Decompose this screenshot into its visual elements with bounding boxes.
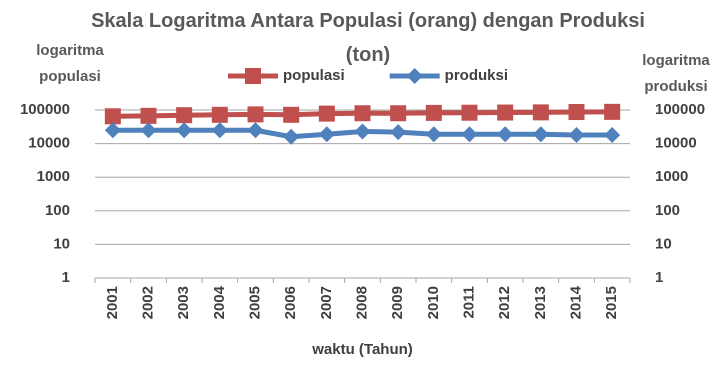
y2-axis-label: logaritma produksi bbox=[642, 52, 710, 95]
data-point bbox=[104, 122, 121, 139]
data-point bbox=[354, 105, 371, 122]
data-point bbox=[461, 104, 478, 121]
y2-tick-label: 10 bbox=[655, 235, 672, 252]
y-tick-label: 100000 bbox=[20, 101, 70, 118]
data-point bbox=[532, 126, 549, 143]
legend-label: produksi bbox=[445, 67, 508, 84]
legend-marker bbox=[245, 68, 261, 84]
data-point bbox=[390, 124, 407, 141]
data-point bbox=[390, 105, 407, 122]
y-axis-label: logaritma populasi bbox=[36, 42, 104, 85]
x-tick-label: 2004 bbox=[211, 285, 228, 319]
x-tick-label: 2013 bbox=[532, 286, 549, 319]
x-tick-label: 2015 bbox=[603, 286, 620, 319]
data-point bbox=[283, 128, 300, 145]
x-tick-label: 2014 bbox=[567, 285, 584, 319]
data-point bbox=[318, 126, 335, 143]
y-tick-label: 10000 bbox=[28, 135, 70, 152]
y-tick-label: 1000 bbox=[37, 168, 70, 185]
data-point bbox=[211, 122, 228, 139]
y2-tick-label: 1 bbox=[655, 269, 663, 286]
data-point bbox=[176, 122, 193, 139]
x-tick-label: 2009 bbox=[389, 286, 406, 319]
x-tick-label: 2011 bbox=[460, 286, 477, 319]
y2-tick-label: 100 bbox=[655, 202, 680, 219]
x-tick-label: 2008 bbox=[353, 286, 370, 319]
x-tick-label: 2003 bbox=[175, 286, 192, 319]
data-point bbox=[104, 108, 121, 125]
data-point bbox=[425, 126, 442, 143]
data-point bbox=[568, 127, 585, 144]
data-point bbox=[425, 104, 442, 121]
chart-title: Skala Logaritma Antara Populasi (orang) … bbox=[91, 10, 645, 66]
data-point bbox=[497, 126, 514, 143]
y2-tick-label: 10000 bbox=[655, 135, 697, 152]
data-point bbox=[604, 103, 621, 120]
data-point bbox=[604, 127, 621, 144]
legend-label: populasi bbox=[283, 67, 345, 84]
data-point bbox=[211, 106, 228, 123]
data-point bbox=[283, 106, 300, 123]
data-point bbox=[247, 122, 264, 139]
x-tick-label: 2007 bbox=[318, 286, 335, 319]
x-axis-label: waktu (Tahun) bbox=[311, 341, 413, 358]
data-point bbox=[497, 104, 514, 121]
y-tick-label: 10 bbox=[53, 235, 70, 252]
x-tick-label: 2001 bbox=[104, 286, 121, 319]
data-point bbox=[461, 126, 478, 143]
y2-tick-label: 1000 bbox=[655, 168, 688, 185]
x-tick-label: 2012 bbox=[496, 286, 513, 319]
x-tick-label: 2010 bbox=[425, 286, 442, 319]
data-point bbox=[318, 105, 335, 122]
y-tick-label: 1 bbox=[62, 269, 70, 286]
y2-tick-label: 100000 bbox=[655, 101, 705, 118]
x-tick-label: 2006 bbox=[282, 286, 299, 319]
x-tick-label: 2002 bbox=[139, 286, 156, 319]
data-point bbox=[354, 123, 371, 140]
data-point bbox=[568, 104, 585, 121]
data-point bbox=[176, 107, 193, 124]
data-point bbox=[140, 107, 157, 124]
legend-marker bbox=[406, 68, 423, 84]
data-point bbox=[247, 106, 264, 123]
x-tick-label: 2005 bbox=[246, 286, 263, 319]
y-tick-label: 100 bbox=[45, 202, 70, 219]
data-point bbox=[532, 104, 549, 121]
data-point bbox=[140, 122, 157, 139]
